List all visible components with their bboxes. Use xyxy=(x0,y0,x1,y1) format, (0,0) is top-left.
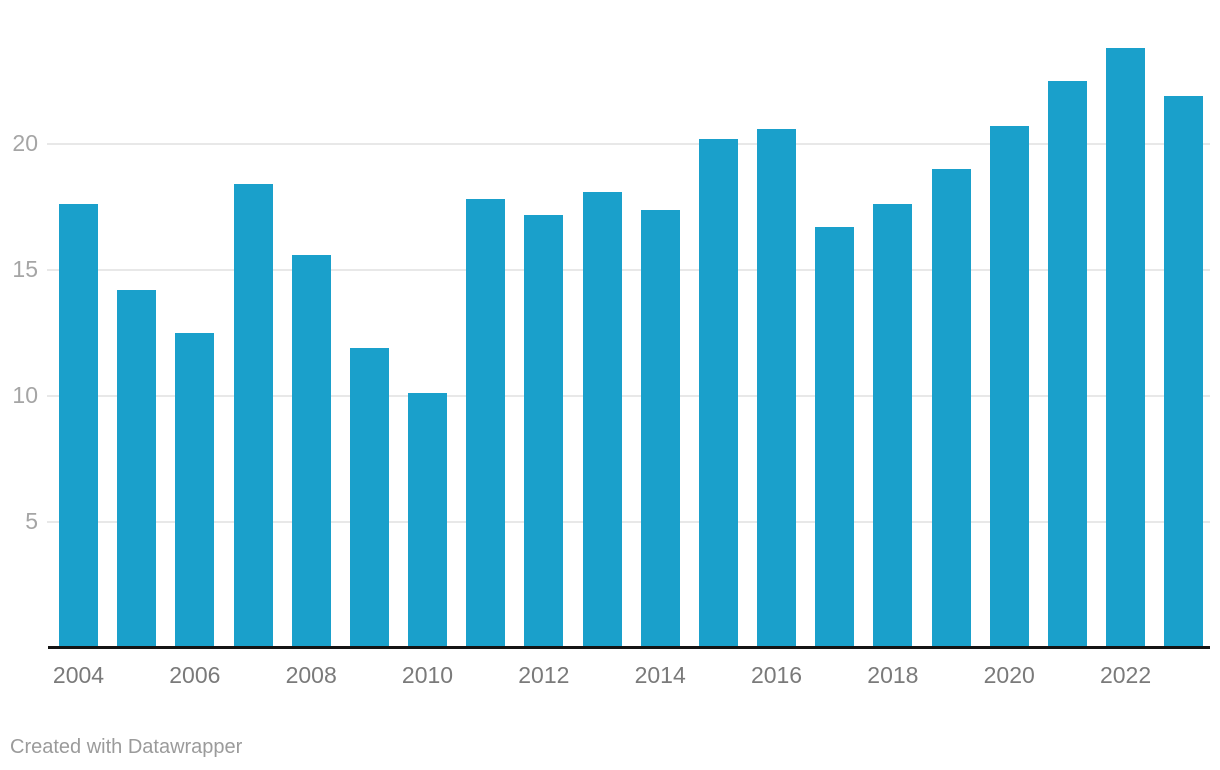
bar-2020 xyxy=(990,126,1029,647)
y-axis-tick-label: 10 xyxy=(12,382,38,408)
gridline xyxy=(47,269,1210,271)
gridline xyxy=(47,521,1210,523)
x-axis-line xyxy=(48,646,1210,649)
x-axis-tick-label: 2010 xyxy=(401,662,454,688)
bar-2013 xyxy=(583,191,622,647)
datawrapper-link[interactable]: Created with Datawrapper xyxy=(10,736,243,758)
bar-2007 xyxy=(234,184,273,647)
gridline xyxy=(47,395,1210,397)
bar-2015 xyxy=(699,138,738,647)
bar-2010 xyxy=(408,393,447,647)
bar-2014 xyxy=(641,209,680,647)
bar-2012 xyxy=(524,214,563,647)
bar-2022 xyxy=(1106,48,1145,647)
x-axis-tick-label: 2012 xyxy=(518,662,570,688)
x-axis-tick-label: 2008 xyxy=(285,662,337,688)
bar-2009 xyxy=(350,348,389,647)
x-axis-tick-label: 2020 xyxy=(983,662,1035,688)
x-axis-tick-label: 2016 xyxy=(750,662,803,688)
bar-2008 xyxy=(292,254,331,647)
y-axis-tick-label: 15 xyxy=(12,256,38,282)
bar-2017 xyxy=(815,227,854,647)
x-axis-tick-label: 2022 xyxy=(1099,662,1152,688)
y-axis-tick-label: 5 xyxy=(25,508,38,534)
bar-2011 xyxy=(466,199,505,647)
gridline xyxy=(47,143,1210,145)
bar-2021 xyxy=(1048,81,1087,647)
attribution: Created with Datawrapper xyxy=(10,736,242,759)
x-axis-tick-label: 2004 xyxy=(52,662,105,688)
x-axis-tick-label: 2014 xyxy=(634,662,686,688)
x-axis-tick-label: 2018 xyxy=(867,662,919,688)
bar-2023 xyxy=(1164,96,1203,647)
bar-2005 xyxy=(117,290,156,647)
x-axis-tick-label: 2006 xyxy=(169,662,221,688)
bar-2004 xyxy=(59,204,98,647)
bar-2019 xyxy=(932,169,971,647)
bar-2018 xyxy=(873,204,912,647)
y-axis-tick-label: 20 xyxy=(12,130,38,156)
bar-2016 xyxy=(757,128,796,647)
bar-2006 xyxy=(175,333,214,647)
